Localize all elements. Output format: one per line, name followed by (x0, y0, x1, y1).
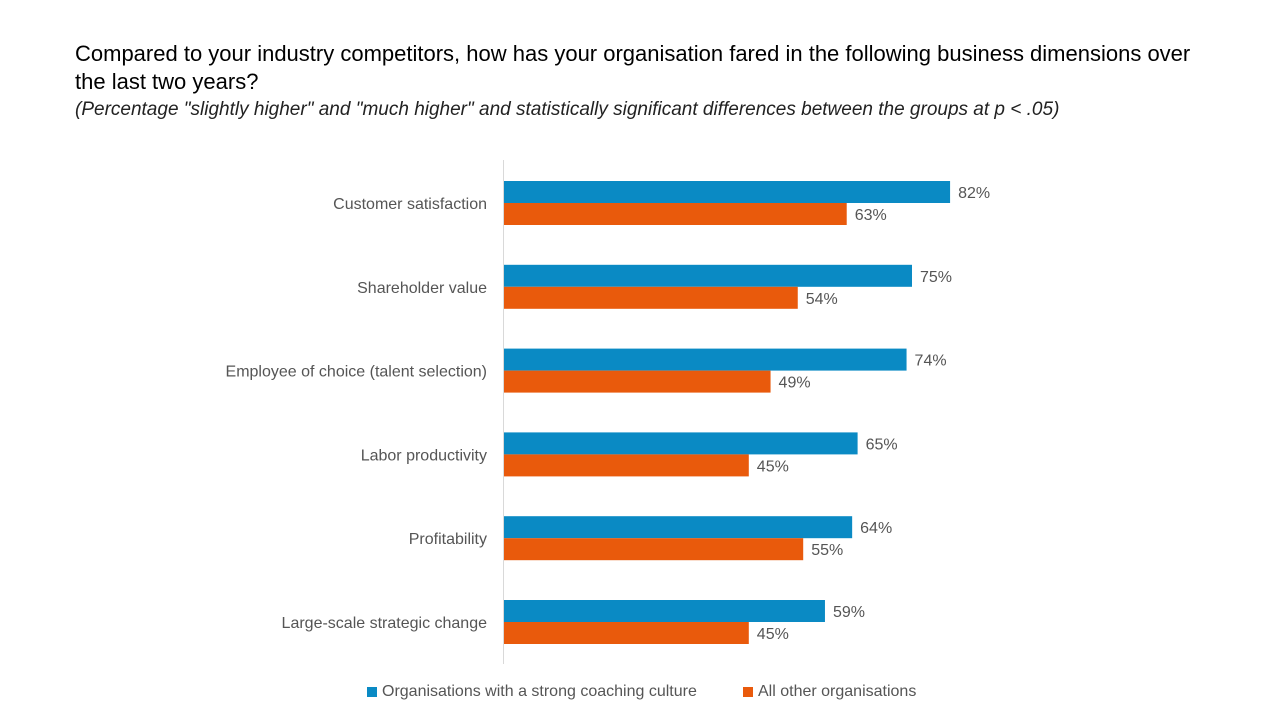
bar-coaching-culture (504, 432, 858, 455)
legend-swatch-coaching-culture (367, 687, 377, 697)
bar-other-organisations (504, 538, 804, 561)
bar-coaching-culture (504, 181, 951, 203)
bar-other-organisations (504, 454, 749, 477)
data-label: 59% (833, 604, 865, 621)
bar-other-organisations (504, 203, 847, 225)
bar-coaching-culture (504, 516, 853, 539)
data-label: 75% (920, 269, 952, 286)
category-label: Shareholder value (357, 280, 487, 297)
legend-label-coaching-culture: Organisations with a strong coaching cul… (382, 683, 697, 700)
category-label: Profitability (409, 531, 487, 548)
legend-label-other-organisations: All other organisations (758, 683, 917, 700)
category-label: Large-scale strategic change (282, 615, 488, 632)
bar-coaching-culture (504, 264, 912, 287)
bar-other-organisations (504, 370, 771, 393)
category-label: Employee of choice (talent selection) (226, 364, 487, 381)
chart-subtitle: (Percentage "slightly higher" and "much … (75, 99, 1060, 120)
data-label: 49% (779, 375, 811, 392)
data-label: 82% (958, 185, 990, 202)
data-label: 63% (855, 207, 887, 224)
data-label: 55% (811, 542, 843, 559)
bar-other-organisations (504, 286, 798, 309)
data-label: 45% (757, 458, 789, 475)
bar-coaching-culture (504, 600, 825, 622)
legend-swatch-other-organisations (743, 687, 753, 697)
legend-item-other-organisations: All other organisations (743, 683, 916, 701)
data-label: 54% (806, 291, 838, 308)
chart-legend: Organisations with a strong coaching cul… (0, 683, 1280, 703)
category-label: Customer satisfaction (333, 196, 487, 213)
legend-item-coaching-culture: Organisations with a strong coaching cul… (367, 683, 697, 701)
data-label: 65% (866, 436, 898, 453)
chart-title: Compared to your industry competitors, h… (75, 41, 1191, 94)
category-label: Labor productivity (361, 447, 487, 464)
bar-other-organisations (504, 622, 749, 644)
data-label: 74% (915, 353, 947, 370)
data-label: 64% (860, 520, 892, 537)
data-label: 45% (757, 626, 789, 643)
bar-coaching-culture (504, 348, 907, 371)
